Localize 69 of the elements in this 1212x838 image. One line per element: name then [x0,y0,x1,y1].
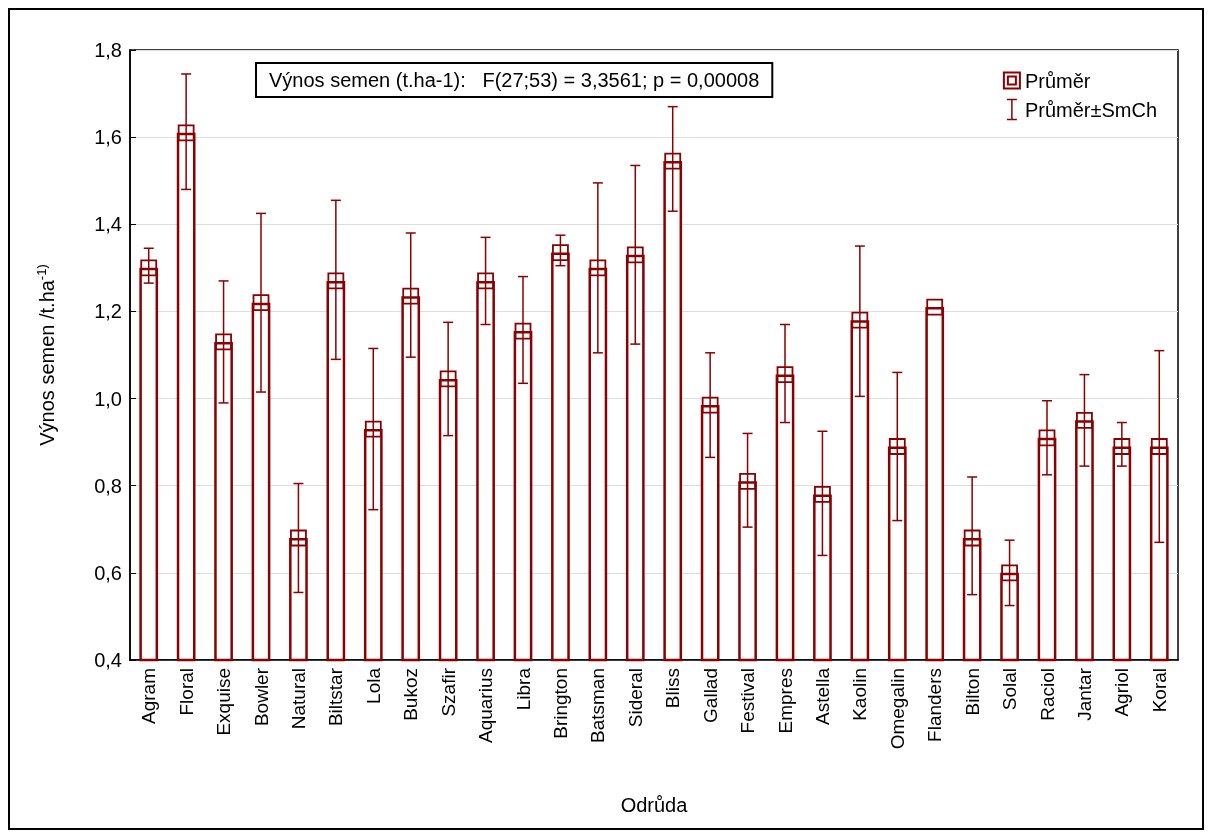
y-tick-label: 1,2 [94,300,122,323]
point [1113,438,1131,455]
point [739,472,756,490]
x-tick-label: Empres [774,668,796,734]
x-tick-label: Libra [512,667,534,711]
y-tick-label: 1,0 [94,387,122,410]
x-tick-label: Bukoz [400,668,422,721]
x-tick-label: Omegalin [886,668,908,750]
point [776,366,794,384]
x-tick-label: Batsman [587,668,609,743]
x-tick-label: Flanders [924,668,946,742]
x-tick-label: Raciol [1036,668,1058,721]
x-tick-label: Agram [138,668,160,724]
point [290,529,307,547]
x-tick-label: Astella [811,667,833,726]
x-axis-title: Odrůda [620,794,689,816]
point [589,259,607,277]
x-tick-label: Lola [362,667,384,704]
point [177,124,195,142]
point [439,370,457,388]
point [626,246,644,264]
point [1001,564,1018,582]
point [252,294,270,312]
x-tick-label: Solal [999,668,1021,711]
point [814,486,831,503]
point [963,529,981,547]
x-tick-label: Agriol [1111,668,1133,717]
x-tick-label: Bowler [250,667,272,727]
legend-label: Průměr [1024,69,1091,92]
annotation: Průměr±SmCh [1024,98,1157,121]
annotation: Výnos semen (t.ha-1): F(27;53) = 3,3561; p = 0,00008 [269,69,760,91]
x-tick-label: Gallad [699,668,721,723]
point [140,259,158,277]
x-tick-label: Floral [175,668,197,716]
x-tick-label: Festival [737,668,759,734]
x-tick-label: Sideral [624,668,646,728]
point [888,438,906,455]
point [327,272,345,290]
point [664,152,682,170]
x-tick-label: Aquarius [475,668,497,743]
x-tick-label: Szafir [437,667,459,717]
point [402,287,420,305]
y-tick-label: 1,8 [94,39,122,61]
x-tick-label: Biltstar [325,667,347,727]
y-tick-label: 0,4 [94,649,122,671]
point [552,244,569,262]
point [701,396,719,414]
point [1076,411,1093,429]
point [477,272,494,290]
x-tick-label: Brington [549,668,571,739]
x-tick-label: Exquise [213,668,235,736]
x-tick-label: Natural [287,668,309,730]
y-tick-label: 0,8 [94,474,122,497]
y-tick-label: 1,4 [94,213,122,236]
point [851,311,869,329]
point [514,322,532,340]
y-tick-label: 1,6 [94,126,122,149]
x-tick-label: Kaolin [849,668,871,721]
point [926,298,944,316]
point [1150,438,1168,455]
x-tick-label: Jantar [1073,667,1095,721]
y-tick-label: 0,6 [94,561,122,584]
x-tick-label: Bliss [662,668,684,709]
x-tick-label: Koral [1148,668,1170,713]
point [1038,429,1056,447]
y-axis-title: Výnos semen /t.ha-1) [34,264,58,446]
x-tick-label: Bilton [961,668,983,716]
point [364,420,382,438]
point [215,333,232,351]
